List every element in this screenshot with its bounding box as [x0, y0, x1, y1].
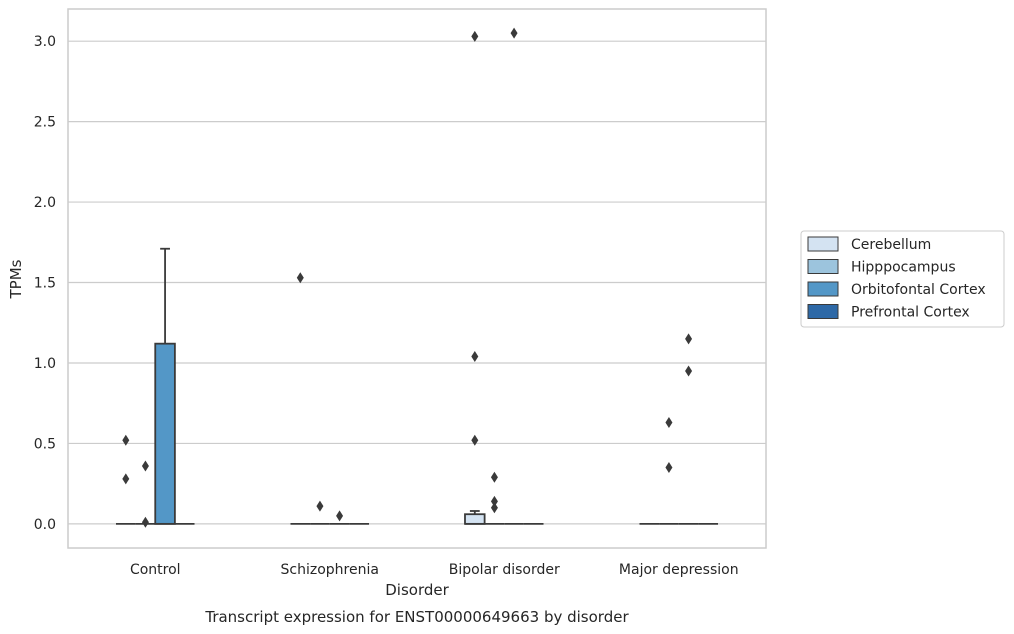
outlier-point: [490, 471, 498, 483]
legend-swatch: [807, 304, 839, 319]
outlier-point: [336, 510, 344, 522]
legend-label: Hipppocampus: [851, 260, 956, 276]
chart-caption: Transcript expression for ENST0000064966…: [204, 608, 629, 626]
outlier-point: [665, 462, 673, 474]
outlier-point: [296, 272, 304, 284]
x-tick-label: Major depression: [619, 562, 739, 578]
x-tick-label: Bipolar disorder: [449, 562, 560, 578]
legend-label: Cerebellum: [851, 237, 931, 253]
plot-frame: [67, 8, 767, 549]
outlier-point: [122, 473, 130, 485]
outlier-points: [122, 27, 693, 528]
legend-swatch: [807, 259, 839, 274]
y-tick-label: 2.0: [34, 195, 56, 211]
box-group: [154, 247, 176, 525]
box-iqr: [464, 513, 486, 525]
y-tick-label: 0.5: [34, 436, 56, 452]
outlier-point: [471, 30, 479, 42]
x-tick-label: Control: [130, 562, 181, 578]
outlier-point: [685, 365, 693, 377]
x-tick-labels: Control Schizophrenia Bipolar disorder Majo…: [130, 562, 739, 578]
outlier-point: [471, 351, 479, 363]
outlier-point: [141, 460, 149, 472]
x-axis-title: Disorder: [385, 581, 449, 599]
legend-frame: [800, 230, 1005, 328]
box-group: [464, 510, 486, 525]
outlier-point: [510, 27, 518, 39]
legend-label: Orbitofontal Cortex: [851, 282, 986, 298]
y-axis-title: TPMs: [7, 259, 25, 299]
y-tick-label: 0.0: [34, 517, 56, 533]
outlier-point: [122, 434, 130, 446]
y-tick-labels: 0.0 0.5 1.0 1.5 2.0 2.5 3.0: [34, 34, 56, 533]
outlier-point: [316, 500, 324, 512]
box-plots: [115, 247, 719, 525]
outlier-point: [490, 502, 498, 514]
x-tick-label: Schizophrenia: [281, 562, 379, 578]
y-tick-label: 3.0: [34, 34, 56, 50]
legend-swatch: [807, 281, 839, 297]
legend-swatch: [807, 236, 839, 252]
outlier-point: [141, 516, 149, 528]
y-tick-label: 1.0: [34, 356, 56, 372]
outlier-point: [471, 434, 479, 446]
outlier-point: [490, 495, 498, 507]
box-iqr: [154, 342, 176, 525]
y-tick-label: 2.5: [34, 115, 56, 131]
outlier-point: [665, 417, 673, 429]
legend-label: Prefrontal Cortex: [851, 305, 970, 321]
y-tick-label: 1.5: [34, 276, 56, 292]
legend: Cerebellum Hipppocampus Orbitofontal Corte…: [800, 230, 1005, 328]
outlier-point: [685, 333, 693, 345]
